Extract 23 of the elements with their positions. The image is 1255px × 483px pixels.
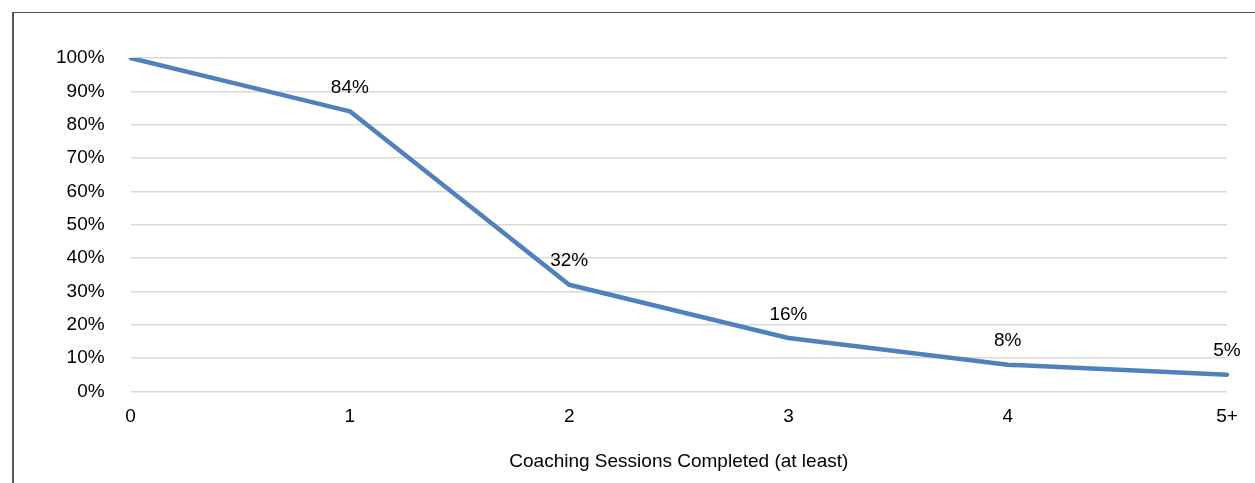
y-tick-label: 10%: [66, 346, 105, 368]
x-tick-label: 3: [783, 405, 794, 427]
x-axis-title: Coaching Sessions Completed (at least): [509, 449, 849, 471]
data-label: 84%: [330, 76, 369, 98]
y-tick-label: 30%: [66, 279, 105, 301]
data-label: 16%: [769, 302, 808, 324]
y-tick-label: 80%: [66, 112, 105, 134]
x-tick-label: 4: [1002, 405, 1014, 427]
y-tick-label: 60%: [66, 179, 105, 201]
x-tick-label: 2: [563, 405, 575, 427]
y-tick-label: 70%: [66, 146, 105, 168]
y-tick-label: 40%: [66, 246, 105, 268]
y-tick-label: 50%: [66, 212, 105, 234]
data-label: 5%: [1213, 339, 1241, 361]
y-tick-label: 0%: [77, 379, 105, 401]
y-tick-label: 20%: [66, 312, 105, 334]
x-tick-label: 0: [125, 405, 136, 427]
x-tick-label: 5+: [1216, 405, 1238, 427]
data-label: 32%: [550, 249, 589, 271]
x-tick-label: 1: [344, 405, 356, 427]
data-label: 8%: [993, 329, 1022, 351]
y-tick-label: 100%: [55, 46, 105, 68]
y-tick-label: 90%: [66, 79, 105, 101]
